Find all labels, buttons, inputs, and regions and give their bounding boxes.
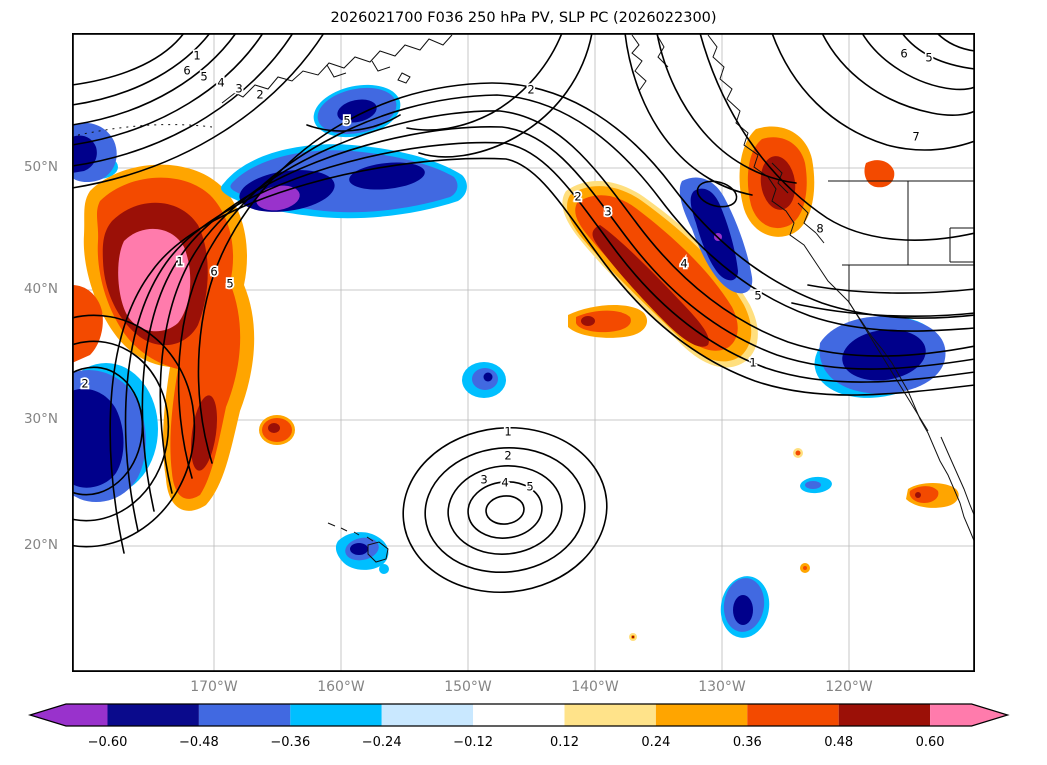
chart-title: 2026021700 F036 250 hPa PV, SLP PC (2026… bbox=[72, 10, 975, 26]
contour-label: 5 bbox=[754, 289, 761, 303]
coastline-alaska-panhandle bbox=[632, 35, 668, 91]
contour-line bbox=[142, 127, 975, 511]
contour-label: 2 bbox=[81, 377, 88, 391]
colorbar-tick-label: −0.12 bbox=[453, 735, 493, 750]
pv-positive-core bbox=[268, 423, 280, 433]
colorbar-segment bbox=[930, 704, 1008, 726]
colorbar-tick-label: 0.12 bbox=[550, 735, 579, 750]
colorbar bbox=[0, 700, 1047, 732]
contour-label: 5 bbox=[200, 70, 207, 84]
pv-positive-dot bbox=[803, 566, 807, 570]
colorbar-tick-label: 0.36 bbox=[733, 735, 762, 750]
colorbar-segment bbox=[30, 704, 108, 726]
colorbar-tick-label: 0.48 bbox=[824, 735, 853, 750]
colorbar-tick-label: −0.48 bbox=[179, 735, 219, 750]
contour-label: 1 bbox=[176, 255, 183, 269]
pv-positive-dot bbox=[632, 636, 634, 638]
contour-line bbox=[485, 494, 526, 526]
contour-label: 2 bbox=[504, 449, 511, 463]
x-tick-label: 140°W bbox=[571, 679, 619, 695]
contour-label: 5 bbox=[226, 277, 233, 291]
contour-label: 4 bbox=[501, 476, 508, 490]
x-tick-label: 170°W bbox=[190, 679, 238, 695]
contour-label: 3 bbox=[604, 205, 611, 219]
y-tick-label: 20°N bbox=[0, 537, 58, 553]
pv-positive-core bbox=[915, 492, 921, 498]
contour-line bbox=[198, 83, 975, 463]
contour-line bbox=[822, 33, 975, 115]
x-tick-label: 130°W bbox=[698, 679, 746, 695]
contour-line bbox=[700, 33, 975, 240]
figure: 2026021700 F036 250 hPa PV, SLP PC (2026… bbox=[0, 0, 1047, 765]
colorbar-segment bbox=[565, 704, 656, 726]
colorbar-segment bbox=[747, 704, 838, 726]
contour-label: 4 bbox=[217, 76, 224, 90]
coastline-alaska bbox=[327, 61, 410, 83]
contour-label: 2 bbox=[256, 88, 263, 102]
contour-label: 2 bbox=[527, 83, 534, 97]
y-tick-label: 40°N bbox=[0, 281, 58, 297]
contour-label: 3 bbox=[235, 82, 242, 96]
pv-negative-blob bbox=[379, 564, 389, 574]
contour-line bbox=[862, 33, 975, 89]
pv-negative-core bbox=[733, 595, 753, 625]
contour-line bbox=[772, 33, 975, 150]
x-tick-label: 160°W bbox=[317, 679, 365, 695]
contour-line bbox=[902, 33, 975, 69]
contour-label: 5 bbox=[925, 51, 932, 65]
x-tick-label: 120°W bbox=[825, 679, 873, 695]
colorbar-segment bbox=[473, 704, 564, 726]
colorbar-segment bbox=[108, 704, 199, 726]
contour-label: 4 bbox=[680, 257, 687, 271]
map-plot-area: 16543252657823451165212345 bbox=[72, 33, 975, 672]
contour-label: 2 bbox=[574, 190, 581, 204]
colorbar-segment bbox=[382, 704, 473, 726]
contour-label: 8 bbox=[816, 222, 823, 236]
colorbar-tick-label: −0.24 bbox=[362, 735, 402, 750]
contour-line bbox=[937, 33, 975, 51]
pv-negative-core bbox=[350, 543, 368, 555]
colorbar-segment bbox=[290, 704, 381, 726]
pv-negative-blob bbox=[805, 481, 821, 489]
pv-negative-core bbox=[484, 373, 493, 382]
pv-negative-blob bbox=[309, 77, 405, 144]
contour-label: 5 bbox=[343, 114, 350, 128]
colorbar-segment bbox=[656, 704, 747, 726]
contour-line bbox=[792, 303, 975, 316]
y-tick-label: 30°N bbox=[0, 411, 58, 427]
contour-label: 5 bbox=[526, 480, 533, 494]
colorbar-segment bbox=[839, 704, 930, 726]
contour-line bbox=[72, 33, 184, 85]
contour-label: 7 bbox=[912, 130, 919, 144]
x-tick-label: 150°W bbox=[444, 679, 492, 695]
colorbar-tick-label: 0.60 bbox=[916, 735, 945, 750]
pv-positive-blob bbox=[864, 160, 894, 187]
contour-label: 1 bbox=[504, 425, 511, 439]
contour-line bbox=[407, 33, 562, 130]
y-tick-label: 50°N bbox=[0, 159, 58, 175]
contour-label: 6 bbox=[183, 64, 190, 78]
colorbar-tick-label: 0.24 bbox=[641, 735, 670, 750]
contour-label: 1 bbox=[193, 49, 200, 63]
contour-label: 1 bbox=[749, 356, 756, 370]
colorbar-segment bbox=[199, 704, 290, 726]
contour-label: 3 bbox=[480, 473, 487, 487]
pv-positive-core bbox=[581, 316, 595, 326]
contour-label: 6 bbox=[900, 47, 907, 61]
contour-line bbox=[395, 418, 615, 602]
colorbar-tick-label: −0.60 bbox=[88, 735, 128, 750]
pv-positive-dot bbox=[796, 451, 801, 456]
colorbar-tick-label: −0.36 bbox=[270, 735, 310, 750]
contour-label: 6 bbox=[210, 265, 217, 279]
